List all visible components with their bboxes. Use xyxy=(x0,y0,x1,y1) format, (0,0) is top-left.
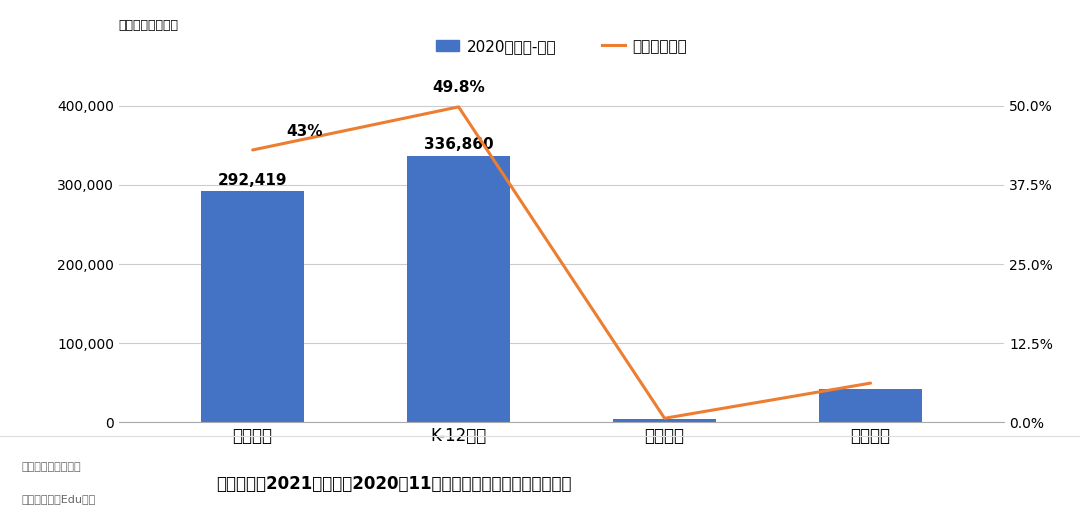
Text: 43%: 43% xyxy=(286,124,323,138)
Text: 49.8%: 49.8% xyxy=(432,80,485,96)
Text: 336,860: 336,860 xyxy=(423,137,494,153)
Text: 制图及整理：Edu指南: 制图及整理：Edu指南 xyxy=(22,494,96,504)
Bar xyxy=(407,156,510,422)
Legend: 2020年中期-营收, 占总营收比例: 2020年中期-营收, 占总营收比例 xyxy=(430,33,693,60)
Text: 单位：千元人民币: 单位：千元人民币 xyxy=(119,19,179,32)
Text: 292,419: 292,419 xyxy=(218,173,287,187)
Bar xyxy=(819,389,922,422)
Text: 新东方在线2021财年（至2020年11月）中期业绩：各业务营收分布: 新东方在线2021财年（至2020年11月）中期业绩：各业务营收分布 xyxy=(216,475,571,493)
Text: 数据来源：公司财报: 数据来源：公司财报 xyxy=(22,463,81,472)
Bar xyxy=(201,191,305,422)
Bar xyxy=(613,419,716,422)
